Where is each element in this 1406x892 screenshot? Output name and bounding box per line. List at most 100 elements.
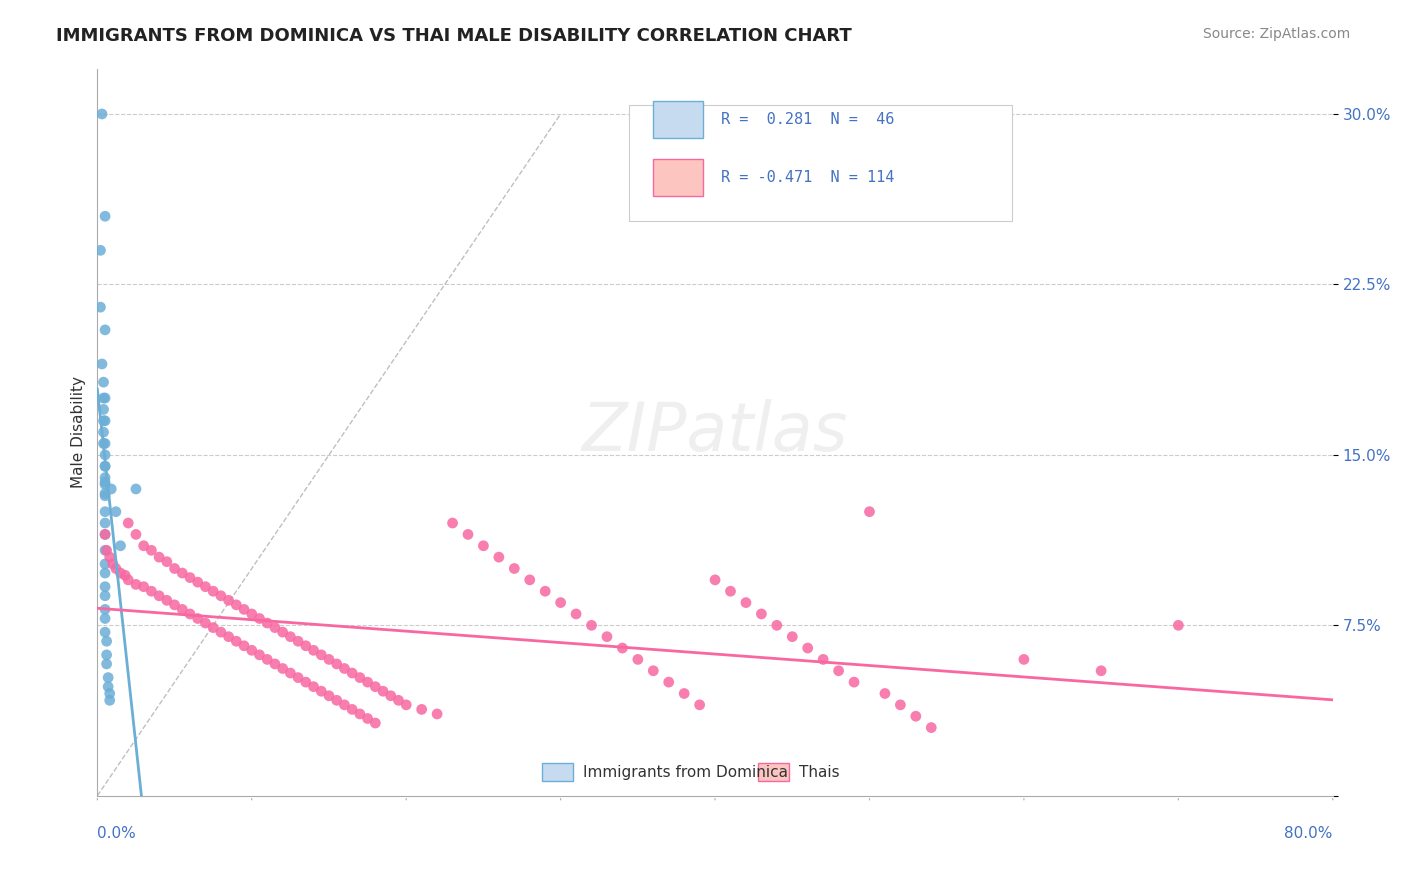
Point [472,539,495,553]
Point [318,689,340,703]
Point [94,625,117,640]
Point [889,698,911,712]
Point [364,680,387,694]
Point [94,527,117,541]
Point [550,596,572,610]
Point [110,539,132,553]
Point [325,693,347,707]
Point [94,475,117,490]
Point [842,675,865,690]
Point [94,459,117,474]
Point [125,577,148,591]
Point [156,593,179,607]
Point [904,709,927,723]
Point [94,566,117,580]
Point [627,652,650,666]
Point [104,561,127,575]
Point [101,557,124,571]
Point [172,566,194,580]
Point [93,391,115,405]
Point [94,414,117,428]
Point [94,505,117,519]
Point [98,550,121,565]
Point [225,634,247,648]
Point [141,584,163,599]
Point [94,391,117,405]
Point [395,698,418,712]
Point [534,584,557,599]
Point [364,716,387,731]
Point [91,357,114,371]
Point [156,555,179,569]
Point [796,641,818,656]
Point [94,470,117,484]
Point [280,630,302,644]
Point [96,634,118,648]
Point [104,505,127,519]
Point [94,580,117,594]
Point [93,436,115,450]
Point [287,671,309,685]
Text: 0.0%: 0.0% [97,826,136,841]
Point [148,589,170,603]
Point [766,618,789,632]
Point [333,661,356,675]
Point [426,706,449,721]
Point [163,598,186,612]
Point [827,664,849,678]
Point [380,689,402,703]
Point [387,693,409,707]
Point [194,580,217,594]
Point [209,589,232,603]
Point [311,648,333,662]
Text: R =  0.281  N =  46: R = 0.281 N = 46 [721,112,894,127]
Point [94,448,117,462]
Point [94,543,117,558]
Point [233,602,256,616]
Point [1012,652,1035,666]
Point [256,652,278,666]
Point [94,602,117,616]
Point [233,639,256,653]
Point [93,414,115,428]
Point [302,680,325,694]
Point [295,675,318,690]
Point [612,641,634,656]
Text: Immigrants from Dominica: Immigrants from Dominica [583,765,787,780]
Point [98,693,121,707]
Point [658,675,681,690]
Point [920,721,942,735]
FancyBboxPatch shape [758,763,789,781]
Point [457,527,479,541]
Point [280,666,302,681]
Point [202,621,225,635]
Text: Source: ZipAtlas.com: Source: ZipAtlas.com [1202,27,1350,41]
Point [94,589,117,603]
Point [519,573,541,587]
FancyBboxPatch shape [654,102,703,137]
Point [720,584,742,599]
Point [94,459,117,474]
Point [209,625,232,640]
Text: 80.0%: 80.0% [1285,826,1333,841]
Point [371,684,394,698]
Point [596,630,619,644]
Point [125,527,148,541]
Point [565,607,588,621]
Point [673,686,696,700]
Point [218,630,240,644]
Point [89,300,111,314]
Point [441,516,464,530]
Point [488,550,510,565]
Point [1090,664,1112,678]
Point [325,657,347,671]
Point [91,107,114,121]
Point [94,323,117,337]
Point [704,573,727,587]
Point [93,402,115,417]
Point [340,666,363,681]
Point [132,580,155,594]
Text: ZIPatlas: ZIPatlas [582,399,848,465]
Point [643,664,665,678]
Point [287,634,309,648]
